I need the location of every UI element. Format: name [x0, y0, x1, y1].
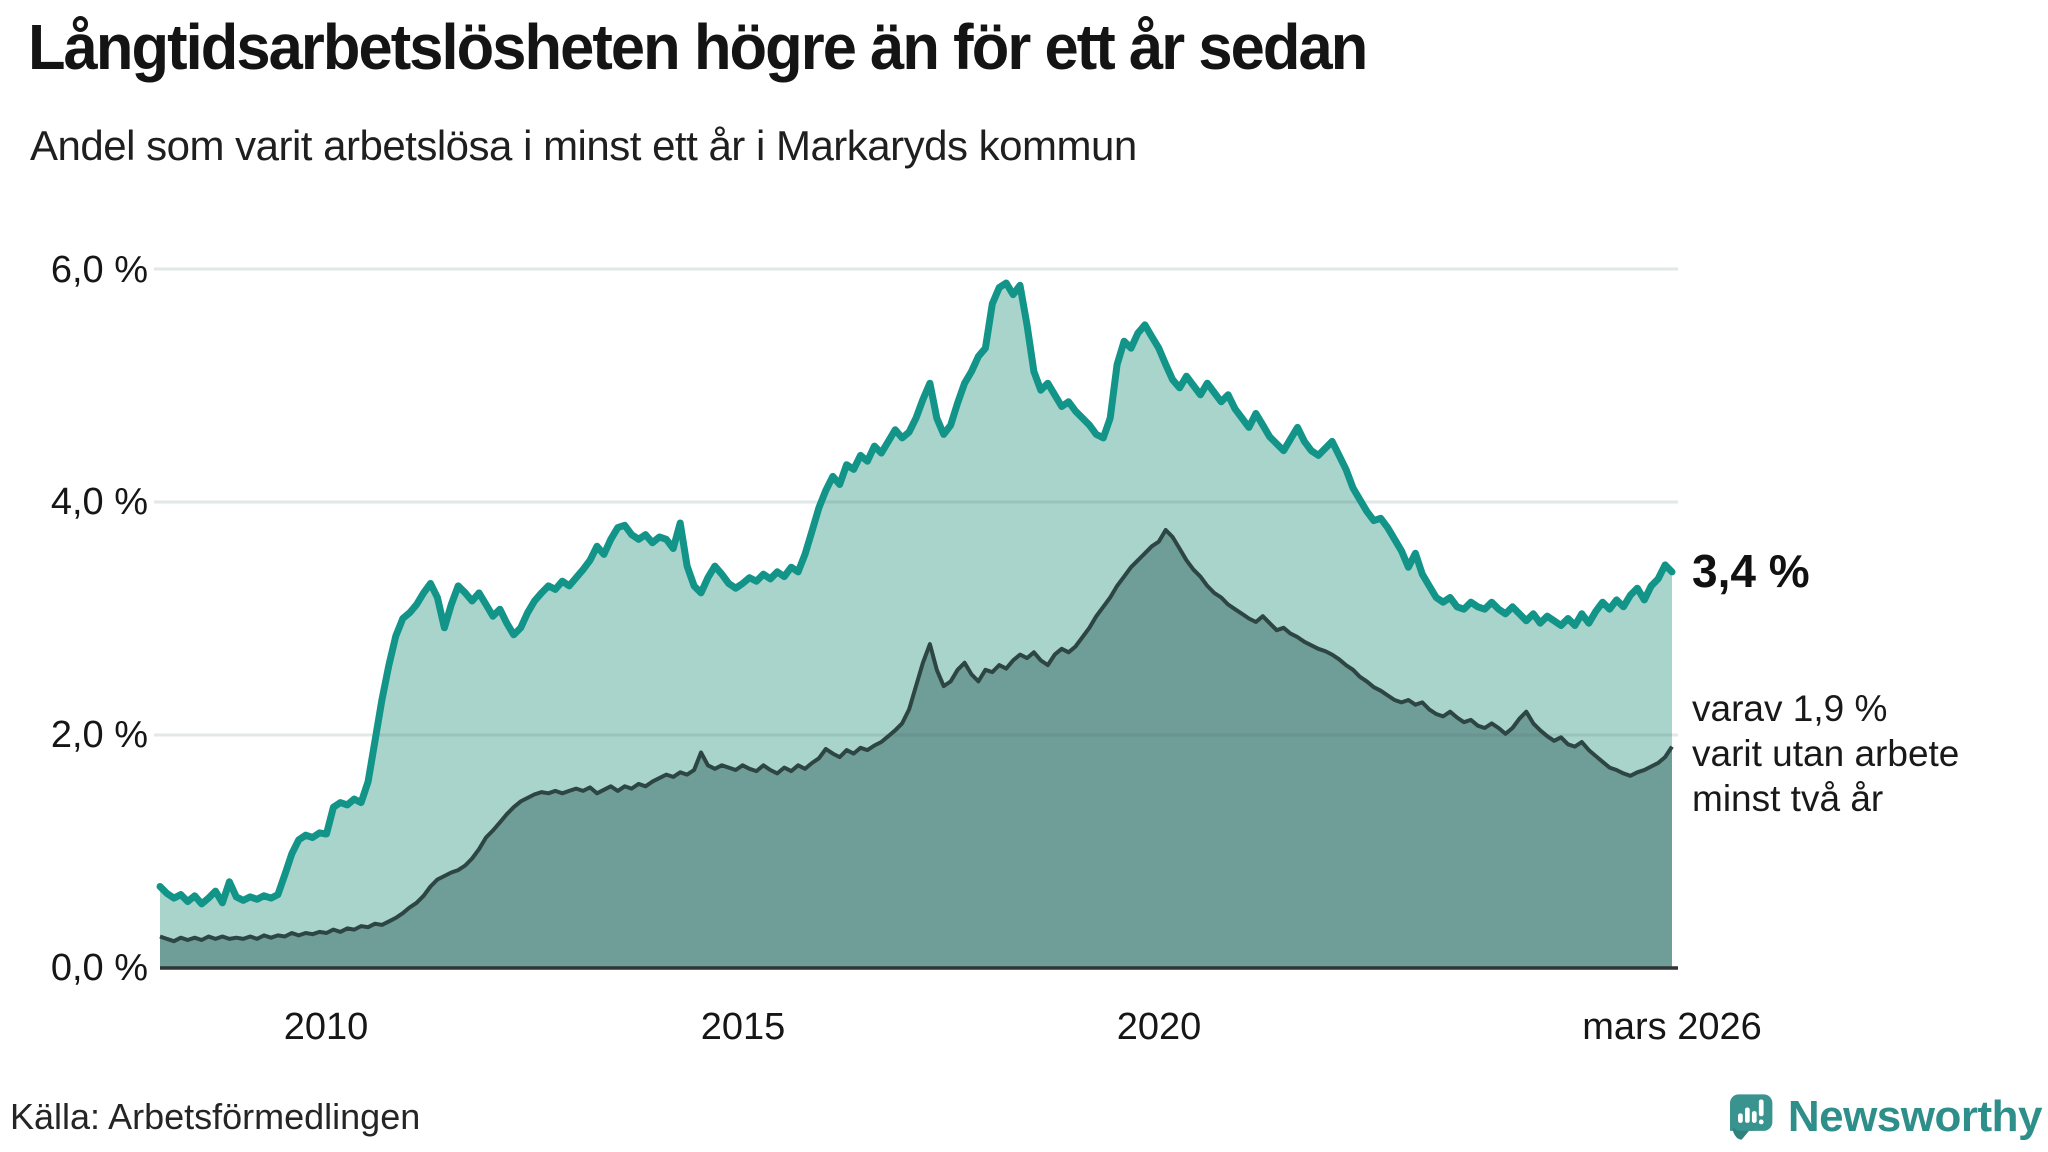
latest-value-label: 3,4 % — [1692, 545, 1810, 597]
y-tick-label-0: 0,0 % — [50, 947, 148, 989]
newsworthy-logo-text: Newsworthy — [1787, 1092, 2043, 1141]
newsworthy-logo-icon — [1730, 1094, 1773, 1140]
secondary-annotation: varav 1,9 % varit utan arbete minst två … — [1692, 686, 1959, 821]
page-title: Långtidsarbetslösheten högre än för ett … — [28, 11, 1368, 83]
page-subtitle: Andel som varit arbetslösa i minst ett å… — [30, 122, 1137, 169]
y-tick-label-6: 6,0 % — [50, 249, 148, 291]
x-tick-label-mars-2026: mars 2026 — [1582, 1006, 1762, 1048]
source-credit: Källa: Arbetsförmedlingen — [10, 1096, 421, 1137]
newsworthy-logo: Newsworthy — [1730, 1086, 2043, 1148]
logo-bar-short — [1738, 1113, 1743, 1123]
logo-exclamation-bar — [1758, 1099, 1764, 1117]
x-tick-label-2020: 2020 — [1116, 1006, 1202, 1048]
logo-exclamation-dot — [1758, 1119, 1764, 1125]
secondary-annotation-line1: varav 1,9 % — [1692, 688, 1888, 729]
secondary-annotation-line2: varit utan arbete — [1692, 733, 1960, 774]
line-minst-ett-ar — [156, 279, 1676, 908]
logo-bar-tall — [1744, 1107, 1750, 1123]
logo-bar-mid — [1751, 1111, 1757, 1123]
secondary-annotation-line3: minst två år — [1692, 778, 1884, 819]
area-fill-minst-tva-ar — [160, 530, 1672, 968]
y-tick-label-4: 4,0 % — [50, 481, 148, 523]
x-tick-label-2010: 2010 — [283, 1006, 369, 1048]
x-tick-label-2015: 2015 — [700, 1006, 786, 1048]
y-tick-label-2: 2,0 % — [50, 714, 148, 756]
line-minst-tva-ar — [159, 528, 1674, 944]
